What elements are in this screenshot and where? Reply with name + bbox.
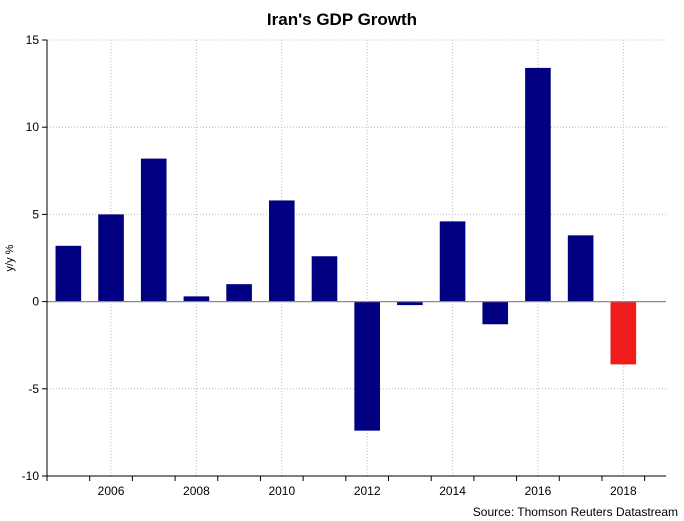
bar-2018	[610, 301, 637, 365]
x-tick-label: 2008	[183, 484, 210, 498]
bar-2010	[268, 200, 295, 302]
y-axis-label: y/y %	[4, 244, 16, 271]
chart-title: Iran's GDP Growth	[267, 10, 417, 29]
x-tick-label: 2010	[268, 484, 295, 498]
bar-2005	[55, 245, 82, 302]
y-tick-label: 0	[32, 295, 39, 309]
bar-2013	[397, 301, 423, 306]
bar-2011	[311, 256, 338, 302]
bars	[55, 67, 637, 431]
x-tick-label: 2006	[98, 484, 125, 498]
bar-2007	[140, 158, 167, 302]
bar-2014	[439, 221, 466, 302]
x-tick-label: 2014	[439, 484, 466, 498]
bar-2008	[183, 296, 210, 302]
bar-2009	[226, 284, 252, 302]
y-tick-label: -5	[28, 382, 39, 396]
bar-2012	[354, 301, 380, 431]
bar-2017	[567, 235, 594, 302]
bar-2006	[98, 214, 124, 302]
x-tick-label: 2016	[525, 484, 552, 498]
bar-2016	[525, 67, 551, 302]
x-tick-label: 2018	[610, 484, 637, 498]
axes: 15 10 5 0 -5 -10 2006 2008 2010 2012 2014 2016 2018	[22, 33, 666, 498]
bar-2015	[482, 301, 509, 325]
y-tick-label: 5	[32, 207, 39, 221]
x-tick-label: 2012	[354, 484, 381, 498]
source-note: Source: Thomson Reuters Datastream	[473, 505, 678, 519]
y-tick-label: 15	[26, 33, 40, 47]
y-tick-label: 10	[26, 120, 40, 134]
y-tick-label: -10	[22, 469, 40, 483]
